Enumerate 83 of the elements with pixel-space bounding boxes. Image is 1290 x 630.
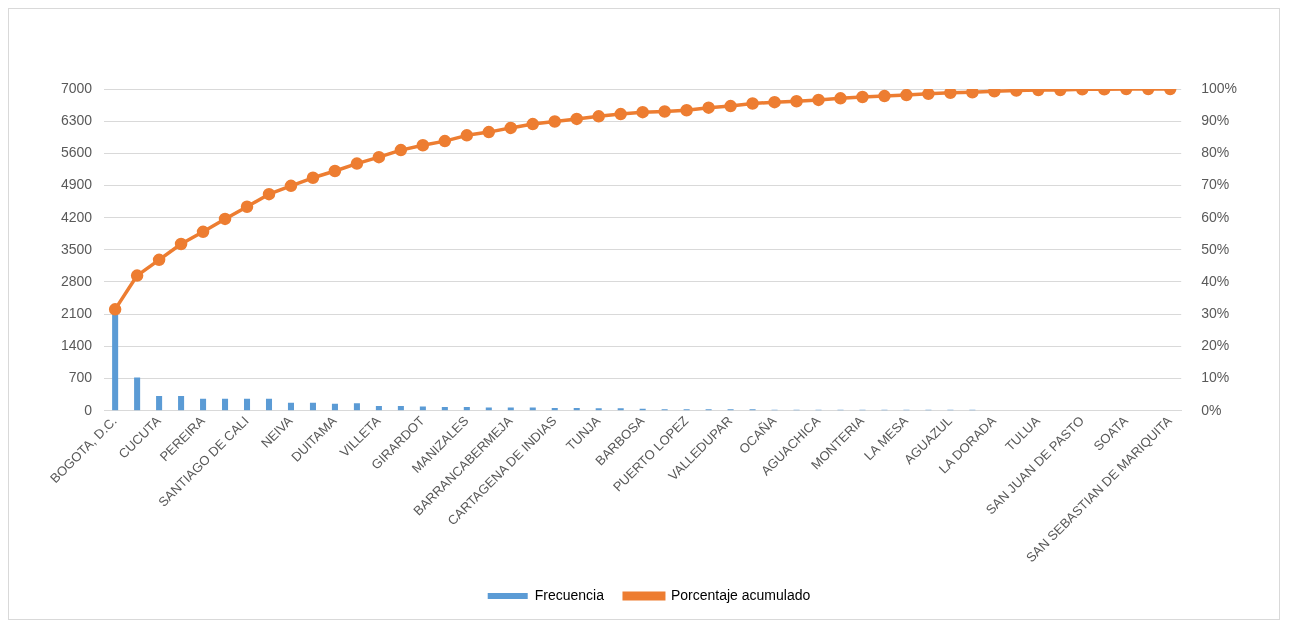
point — [350, 157, 364, 170]
point — [878, 89, 891, 103]
bar — [244, 398, 251, 411]
y-tick-label: 7000 — [60, 79, 93, 96]
y-tick-label: 2800 — [60, 272, 93, 289]
point — [394, 143, 408, 157]
point — [966, 89, 979, 99]
point — [328, 164, 342, 178]
bar — [375, 406, 382, 411]
point — [130, 269, 144, 282]
bar — [156, 395, 163, 411]
y-tick-label: 0 — [84, 401, 93, 418]
y2-tick-label: 0% — [1201, 401, 1222, 418]
y-tick-label: 6300 — [60, 112, 93, 129]
point — [152, 253, 166, 267]
y-tick-label: 1400 — [60, 337, 93, 354]
point — [922, 89, 935, 101]
bar — [309, 402, 316, 411]
point — [658, 105, 671, 118]
point — [218, 212, 232, 226]
y2-tick-label: 100% — [1201, 79, 1238, 96]
point — [790, 94, 803, 108]
bar — [331, 403, 338, 411]
point — [548, 115, 561, 128]
bar — [529, 407, 536, 411]
bar — [200, 398, 207, 411]
y-tick-label: 4200 — [60, 208, 93, 225]
bar — [134, 377, 141, 411]
point — [944, 89, 957, 100]
point — [812, 93, 825, 107]
point — [306, 171, 320, 185]
point — [262, 187, 276, 201]
y2-tick-label: 40% — [1201, 272, 1230, 289]
bar — [222, 398, 229, 411]
point — [592, 110, 605, 123]
point — [108, 303, 122, 316]
y-tick-label: 2100 — [60, 305, 93, 322]
point — [900, 89, 913, 102]
point — [460, 129, 474, 142]
point — [284, 179, 298, 193]
y-tick-label: 4900 — [60, 176, 93, 193]
y2-tick-label: 20% — [1201, 337, 1230, 354]
y2-tick-label: 60% — [1201, 208, 1230, 225]
bar — [287, 402, 294, 411]
bar — [463, 406, 470, 411]
y2-tick-label: 10% — [1201, 369, 1230, 386]
point — [240, 200, 254, 213]
y-tick-label: 3500 — [60, 240, 93, 257]
point — [372, 150, 386, 164]
point — [768, 95, 781, 109]
bar — [441, 406, 448, 411]
point — [614, 107, 627, 121]
y2-tick-label: 70% — [1201, 176, 1230, 193]
y-tick-label: 700 — [68, 369, 93, 386]
point — [482, 125, 496, 139]
legend-label: Frecuencia — [534, 586, 605, 603]
bar — [397, 406, 404, 411]
point — [526, 117, 540, 131]
point — [724, 99, 737, 113]
y2-tick-label: 90% — [1201, 112, 1230, 129]
bar — [507, 407, 514, 411]
point — [680, 103, 693, 117]
y2-tick-label: 80% — [1201, 144, 1230, 161]
point — [174, 237, 188, 251]
y-tick-label: 5600 — [60, 144, 93, 161]
point — [856, 90, 869, 104]
point — [196, 225, 210, 239]
y2-tick-label: 30% — [1201, 305, 1230, 322]
bar — [353, 403, 360, 411]
bar — [265, 398, 273, 411]
point — [746, 97, 759, 110]
bar — [178, 395, 185, 411]
legend-label: Porcentaje acumulado — [670, 586, 811, 603]
bar — [485, 407, 492, 411]
point — [702, 101, 715, 114]
point — [834, 92, 847, 105]
y2-tick-label: 50% — [1201, 240, 1230, 257]
point — [636, 105, 649, 119]
point — [416, 139, 430, 152]
point — [570, 112, 583, 126]
point — [438, 134, 452, 148]
point — [504, 121, 518, 135]
bar — [112, 314, 119, 411]
